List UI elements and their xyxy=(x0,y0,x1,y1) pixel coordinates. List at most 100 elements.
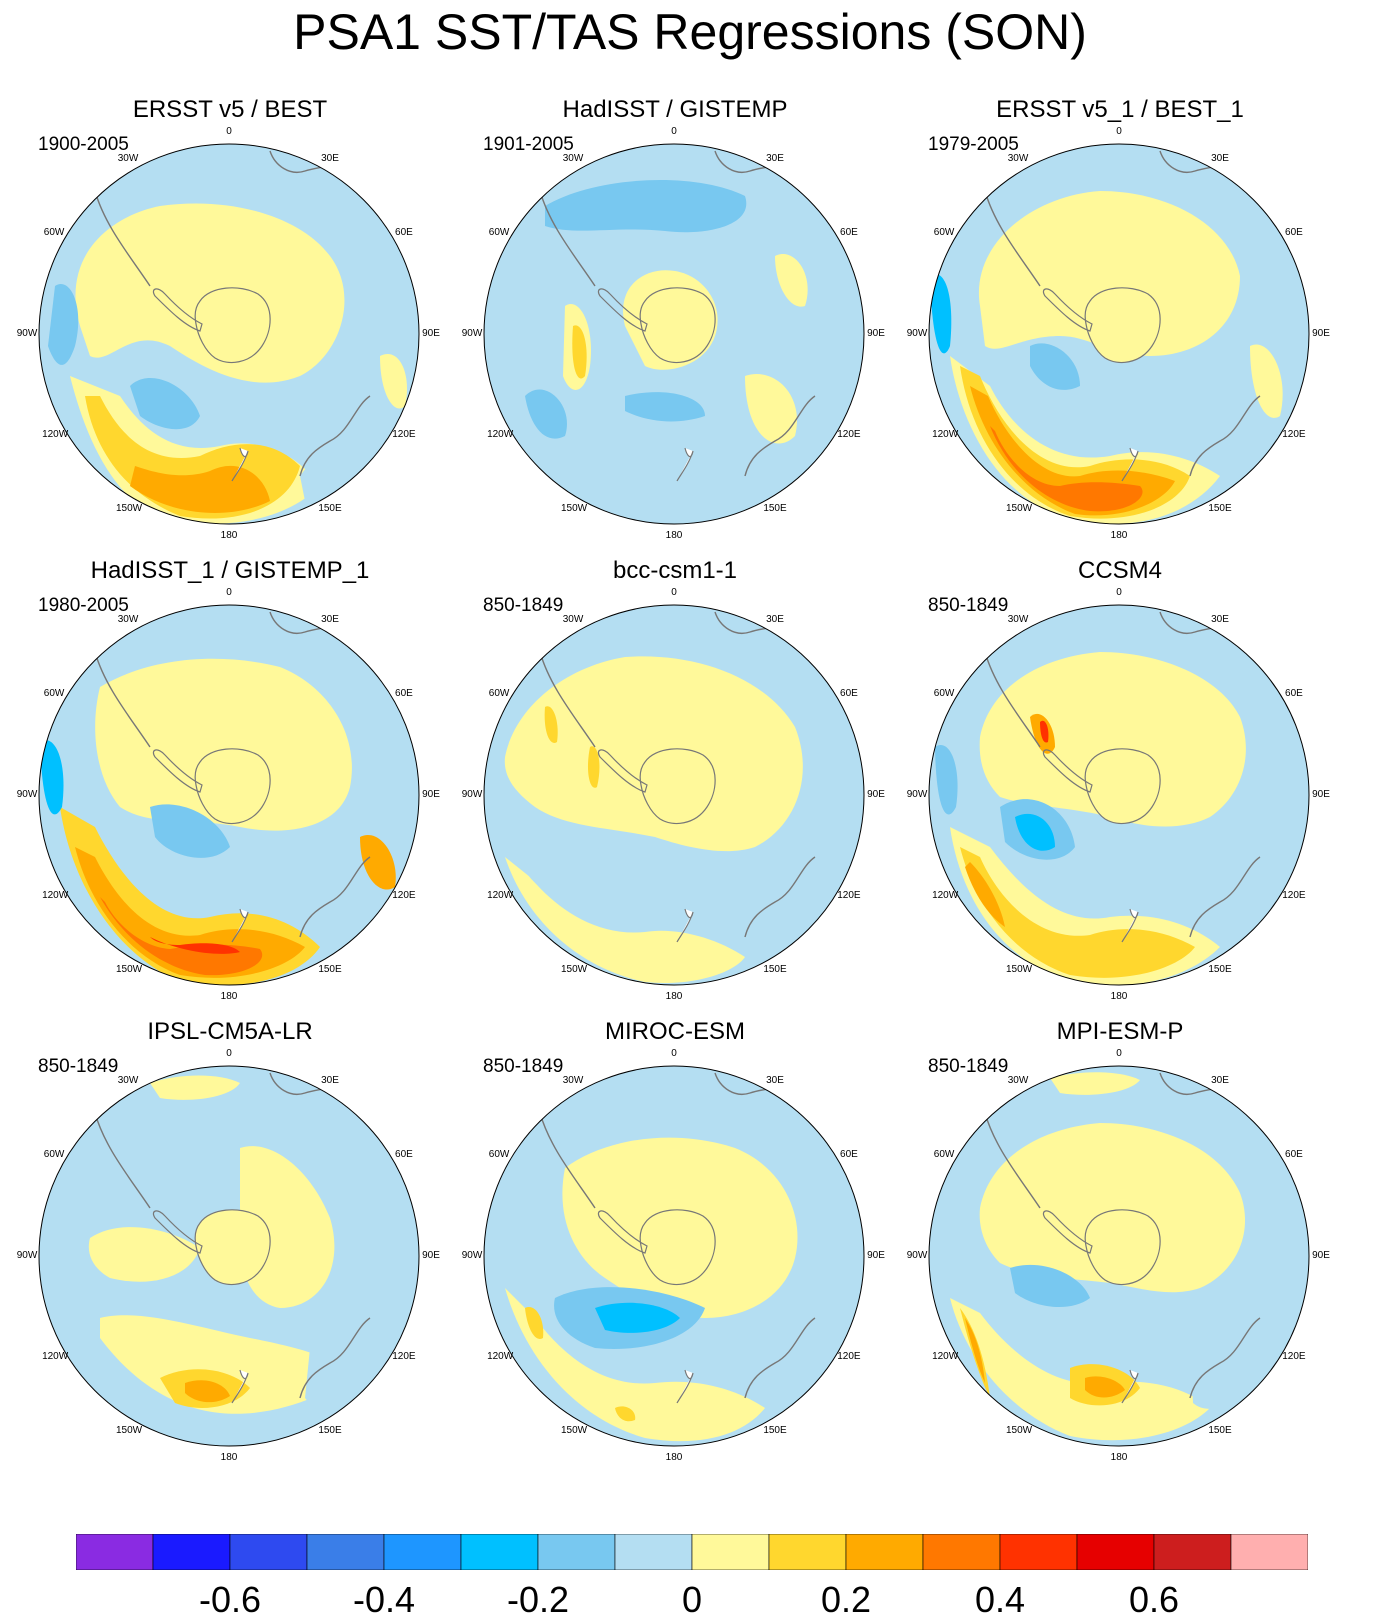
longitude-label: 30W xyxy=(562,1075,584,1087)
longitude-label: 90W xyxy=(906,1250,928,1261)
longitude-label: 180 xyxy=(220,1452,238,1463)
longitude-label: 120W xyxy=(42,429,69,440)
peninsula-outline xyxy=(1042,1210,1093,1254)
new-zealand-outline xyxy=(1121,1369,1139,1404)
peninsula-outline xyxy=(597,1210,648,1254)
new-zealand-outline xyxy=(1121,447,1139,482)
peninsula-outline xyxy=(152,1210,203,1254)
colorbar-swatch xyxy=(152,1534,231,1570)
anomaly-region xyxy=(965,1318,985,1383)
longitude-label: 30W xyxy=(1007,153,1029,165)
panel-period: 850-1849 xyxy=(38,1056,119,1077)
longitude-label: 0 xyxy=(226,1048,232,1059)
map-panel-hadisst1-gistemp1: HadISST_1 / GISTEMP_1 1980-2005 0 30E 60E 90E… xyxy=(0,557,460,1032)
longitude-label: 60E xyxy=(395,1149,413,1160)
anomaly-region xyxy=(95,658,352,831)
panel-title: CCSM4 xyxy=(1077,557,1162,584)
longitude-label: 150E xyxy=(318,1424,342,1436)
australia-outline xyxy=(299,395,371,477)
longitude-label: 180 xyxy=(220,991,238,1002)
colorbar-swatch xyxy=(306,1534,385,1570)
longitude-label: 0 xyxy=(226,126,232,137)
longitude-label: 150E xyxy=(1208,502,1232,514)
longitude-label: 30W xyxy=(117,614,139,626)
australia-outline xyxy=(1189,856,1261,938)
anomaly-region xyxy=(1040,720,1049,743)
longitude-label: 180 xyxy=(665,1452,683,1463)
map-boundary xyxy=(928,143,1310,525)
longitude-label: 0 xyxy=(1116,587,1122,598)
longitude-label: 120W xyxy=(487,1351,514,1362)
anomaly-region xyxy=(505,857,745,983)
map-boundary xyxy=(483,604,865,986)
anomaly-region xyxy=(360,835,396,890)
anomaly-region xyxy=(960,847,1195,978)
longitude-label: 150W xyxy=(561,502,588,514)
longitude-label: 120W xyxy=(932,429,959,440)
anomaly-region xyxy=(1250,344,1283,418)
colorbar-swatch xyxy=(845,1534,924,1570)
anomaly-region xyxy=(587,746,600,788)
panel-title: HadISST_1 / GISTEMP_1 xyxy=(90,557,370,584)
longitude-label: 60E xyxy=(1285,1149,1303,1160)
panel-title: ERSST v5 / BEST xyxy=(132,96,328,123)
map-boundary xyxy=(38,143,420,525)
colorbar-swatch xyxy=(76,1534,154,1570)
anomaly-region xyxy=(970,386,1175,516)
panel-period: 1901-2005 xyxy=(483,134,574,155)
longitude-label: 60E xyxy=(1285,688,1303,699)
colorbar xyxy=(76,1534,1308,1570)
anomaly-region xyxy=(1010,1264,1090,1308)
longitude-label: 120W xyxy=(932,890,959,901)
anomaly-region xyxy=(525,1307,544,1339)
anomaly-region xyxy=(130,377,200,430)
longitude-label: 0 xyxy=(671,126,677,137)
antarctica-outline xyxy=(194,287,271,364)
longitude-label: 90W xyxy=(16,328,38,339)
australia-outline xyxy=(1189,1317,1261,1399)
polar-map xyxy=(38,1065,420,1447)
peninsula-outline xyxy=(152,749,203,793)
panel-period: 850-1849 xyxy=(483,1056,564,1077)
longitude-label: 150E xyxy=(763,1424,787,1436)
panel-period: 1980-2005 xyxy=(38,595,129,616)
longitude-label: 30E xyxy=(321,1075,339,1087)
longitude-label: 90E xyxy=(867,789,885,800)
anomaly-region xyxy=(935,745,958,815)
longitude-label: 90W xyxy=(16,789,38,800)
longitude-label: 60W xyxy=(43,227,65,238)
panel-title: HadISST / GISTEMP xyxy=(562,96,788,123)
new-zealand-outline xyxy=(676,908,694,943)
new-zealand-outline xyxy=(676,1369,694,1404)
longitude-label: 120W xyxy=(42,1351,69,1362)
anomaly-region xyxy=(380,354,408,409)
new-zealand-outline xyxy=(231,908,249,943)
longitude-label: 150W xyxy=(561,1424,588,1436)
map-panel-bcc-csm1-1: bcc-csm1-1 850-1849 0 30E 60E 90E 120E 150E 180 1… xyxy=(445,557,905,1032)
figure-title: PSA1 SST/TAS Regressions (SON) xyxy=(293,4,1087,60)
polar-map xyxy=(928,604,1310,986)
colorbar-tick-label: -0.4 xyxy=(352,1579,416,1620)
anomaly-region xyxy=(745,1325,820,1404)
longitude-label: 120E xyxy=(392,890,416,901)
map-boundary xyxy=(38,1065,420,1447)
polar-map xyxy=(928,143,1310,525)
anomaly-region xyxy=(100,1315,350,1414)
longitude-label: 60E xyxy=(840,227,858,238)
longitude-label: 60W xyxy=(43,688,65,699)
australia-outline xyxy=(299,1317,371,1399)
colorbar-tick-label: -0.6 xyxy=(198,1579,262,1620)
polar-map xyxy=(483,604,865,986)
colorbar-swatch xyxy=(1153,1534,1232,1570)
antarctica-outline xyxy=(639,748,716,825)
longitude-label: 90W xyxy=(906,328,928,339)
longitude-label: 60W xyxy=(43,1149,65,1160)
longitude-label: 90E xyxy=(1312,789,1330,800)
anomaly-region xyxy=(544,706,558,743)
anomaly-region xyxy=(625,392,705,422)
anomaly-region xyxy=(150,937,240,954)
longitude-label: 120W xyxy=(487,429,514,440)
anomaly-region xyxy=(979,652,1246,827)
australia-outline xyxy=(1189,395,1261,477)
longitude-label: 180 xyxy=(1110,530,1128,541)
